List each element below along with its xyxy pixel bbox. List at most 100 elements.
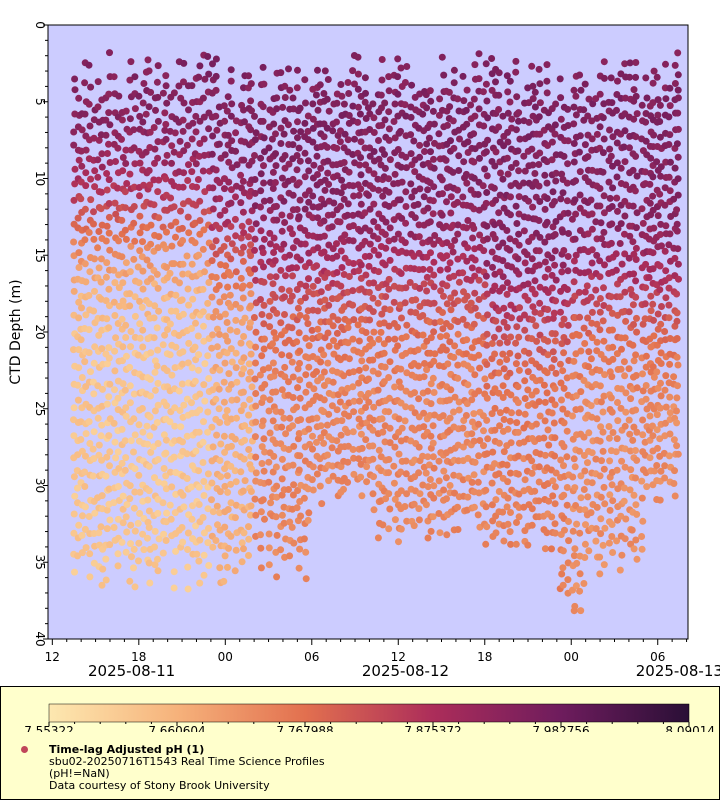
data-point	[496, 409, 504, 417]
data-point	[247, 252, 255, 260]
data-point	[588, 225, 596, 233]
colorbar-tick-label: 7.55322	[24, 724, 74, 732]
data-point	[127, 437, 135, 445]
data-point	[545, 441, 553, 449]
data-point	[90, 235, 98, 243]
data-point	[468, 430, 476, 438]
data-point	[265, 364, 273, 372]
data-point	[221, 117, 229, 125]
colorbar-tick-label: 7.767988	[276, 724, 333, 732]
data-point	[633, 555, 641, 563]
data-point	[110, 419, 118, 427]
data-point	[240, 529, 248, 537]
data-point	[188, 168, 196, 176]
data-point	[232, 268, 240, 276]
data-point	[600, 465, 608, 473]
data-point	[564, 267, 572, 275]
data-point	[212, 308, 220, 315]
data-point	[75, 156, 83, 164]
data-point	[305, 425, 313, 433]
data-point	[382, 495, 390, 503]
data-point	[273, 493, 281, 501]
data-point	[484, 114, 492, 122]
data-point	[338, 264, 346, 271]
data-point	[74, 396, 82, 404]
data-point	[593, 503, 601, 511]
data-point	[410, 522, 418, 530]
data-point	[442, 156, 450, 164]
data-point	[273, 531, 281, 539]
data-point	[630, 357, 638, 365]
data-point	[596, 308, 604, 316]
data-point	[543, 61, 551, 69]
data-point	[599, 317, 607, 325]
data-point	[147, 240, 155, 248]
data-point	[111, 367, 119, 375]
data-point	[670, 436, 678, 444]
data-point	[446, 338, 454, 346]
data-point	[355, 191, 363, 199]
data-point	[194, 176, 202, 183]
data-point	[629, 341, 637, 349]
data-point	[608, 521, 616, 528]
data-point	[370, 114, 378, 122]
data-point	[382, 293, 390, 301]
data-point	[126, 482, 134, 490]
data-point	[584, 493, 592, 501]
data-point	[216, 419, 224, 426]
y-tick-label: 5	[33, 98, 47, 106]
data-point	[212, 537, 220, 544]
data-point	[576, 132, 584, 140]
data-point	[224, 283, 232, 291]
data-point	[161, 331, 169, 339]
data-point	[320, 217, 328, 225]
data-point	[480, 427, 487, 435]
data-point	[415, 469, 423, 477]
data-point	[293, 403, 301, 411]
data-point	[572, 210, 580, 218]
data-point	[239, 388, 247, 396]
data-point	[247, 350, 255, 358]
data-point	[105, 229, 113, 237]
data-point	[355, 337, 363, 345]
data-point	[257, 154, 265, 162]
data-point	[163, 228, 170, 236]
data-point	[145, 462, 153, 470]
data-point	[577, 472, 585, 480]
data-point	[435, 477, 443, 485]
data-point	[521, 476, 529, 484]
data-point	[504, 425, 512, 433]
data-point	[145, 524, 153, 531]
data-point	[212, 55, 220, 63]
data-point	[184, 546, 192, 553]
data-point	[300, 535, 308, 543]
data-point	[673, 140, 681, 148]
data-point	[558, 170, 566, 178]
data-point	[415, 395, 423, 403]
data-point	[621, 422, 629, 430]
data-point	[394, 323, 402, 331]
data-point	[228, 240, 236, 248]
data-point	[227, 462, 235, 470]
data-point	[85, 61, 93, 69]
data-point	[670, 373, 678, 381]
data-point	[584, 112, 592, 120]
data-point	[451, 289, 459, 297]
data-point	[558, 268, 566, 276]
data-point	[674, 191, 682, 199]
data-point	[273, 202, 280, 210]
data-point	[302, 314, 310, 321]
data-point	[374, 534, 382, 542]
data-point	[482, 148, 490, 156]
data-point	[106, 541, 114, 549]
data-point	[521, 311, 528, 319]
data-point	[119, 167, 127, 175]
data-point	[491, 235, 499, 243]
data-point	[102, 555, 110, 563]
data-point	[71, 492, 79, 500]
data-point	[551, 130, 559, 138]
data-point	[265, 544, 273, 552]
data-point	[649, 173, 657, 181]
data-point	[483, 341, 491, 349]
